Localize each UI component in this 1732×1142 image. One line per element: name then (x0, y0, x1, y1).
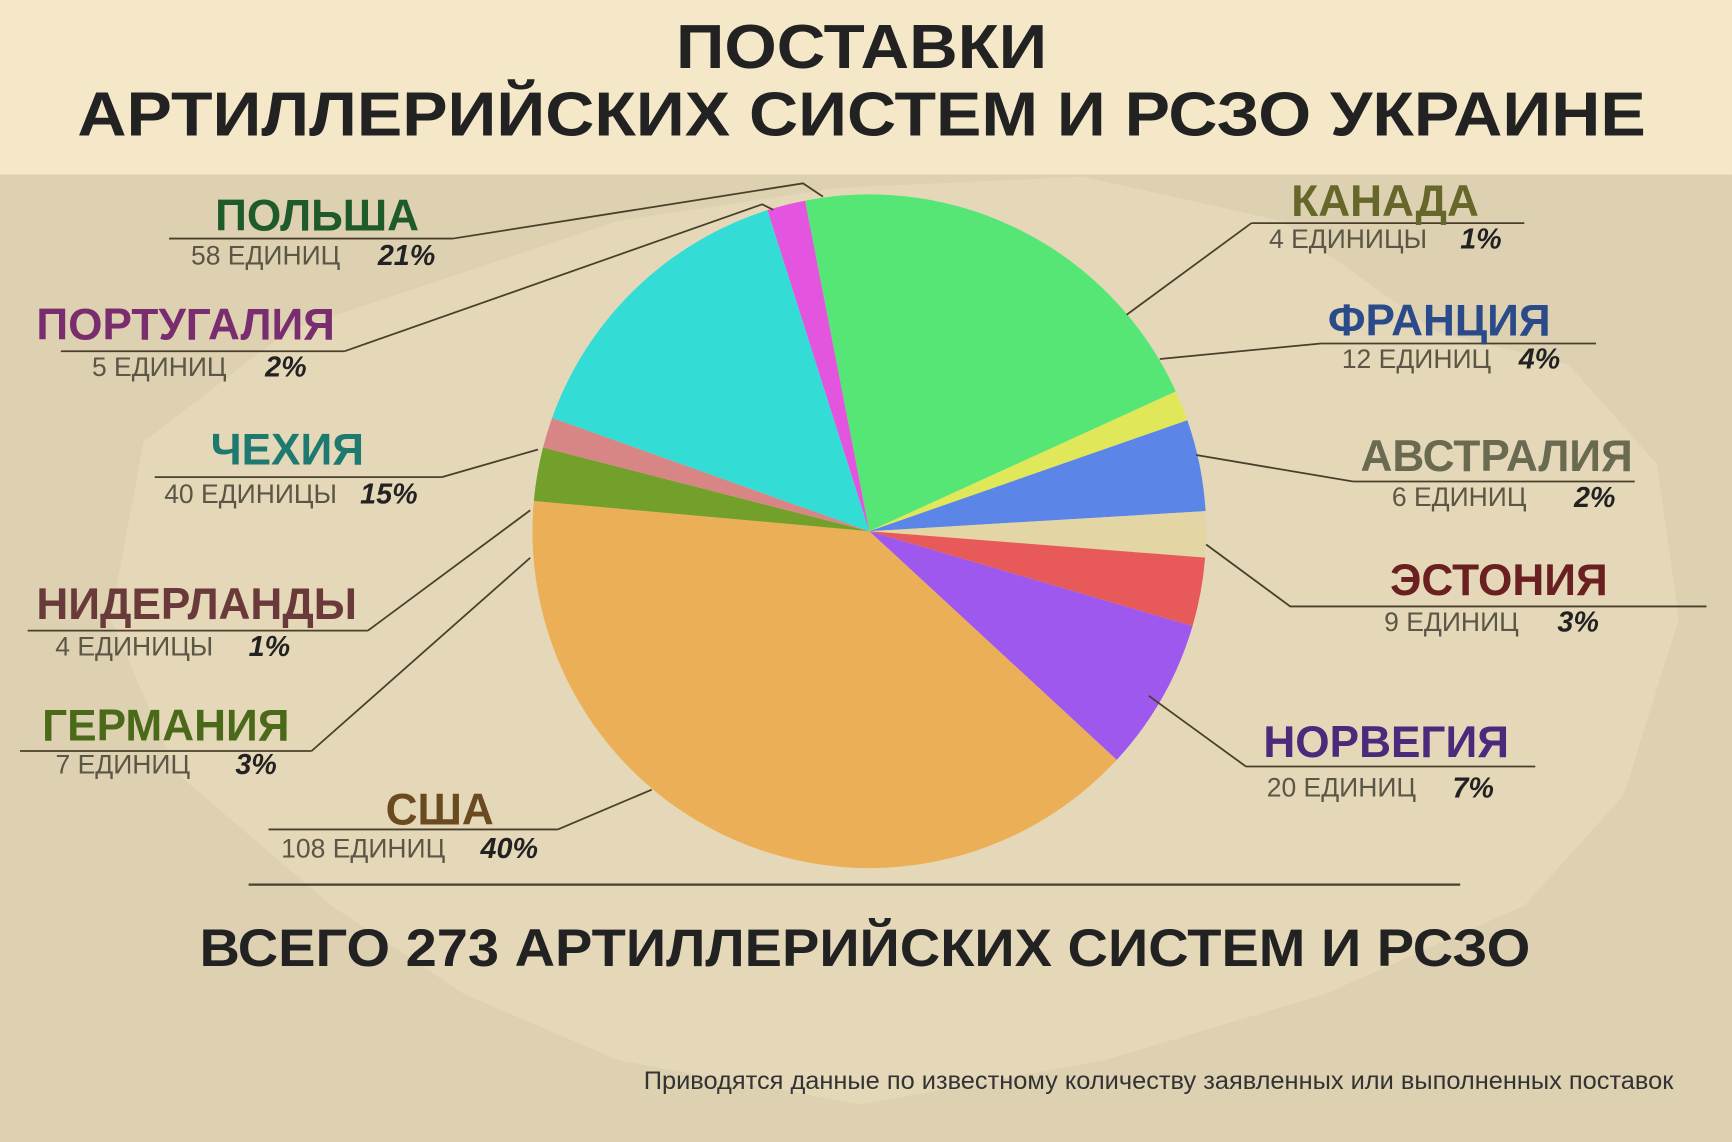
leader-line (557, 788, 653, 831)
percent-label: 40% (480, 833, 538, 865)
slice-label: ЧЕХИЯ (211, 425, 364, 474)
leader-line (1126, 222, 1252, 316)
slice-label: ПОРТУГАЛИЯ (36, 301, 335, 350)
pie-slice (767, 200, 870, 532)
leader-line (1159, 342, 1322, 360)
value-label: 6 ЕДИНИЦ (1392, 482, 1527, 512)
slice-label: НИДЕРЛАНДЫ (36, 580, 357, 629)
slice-label: ПОЛЬША (215, 191, 419, 240)
value-label: 12 ЕДИНИЦ (1342, 344, 1492, 374)
value-label: 20 ЕДИНИЦ (1267, 773, 1417, 803)
percent-label: 3% (235, 749, 276, 781)
pie-slice (869, 511, 1207, 558)
slice-label: НОРВЕГИЯ (1263, 718, 1509, 767)
value-label: 58 ЕДИНИЦ (191, 240, 341, 270)
leader-line (367, 509, 531, 632)
leader-line (310, 557, 531, 752)
pie-slice (869, 420, 1206, 532)
leader-line (452, 182, 824, 240)
percent-label: 15% (360, 478, 417, 510)
value-label: 108 ЕДИНИЦ (281, 833, 445, 863)
value-label: 5 ЕДИНИЦ (92, 352, 227, 382)
pie-slice (552, 210, 870, 532)
percent-label: 2% (1573, 482, 1616, 514)
value-label: 4 ЕДИНИЦЫ (1269, 224, 1427, 254)
leader-line (441, 448, 539, 478)
value-label: 9 ЕДИНИЦ (1384, 607, 1519, 637)
pie-slice (869, 391, 1188, 532)
title-banner (0, 0, 1732, 175)
slice-label: КАНАДА (1291, 177, 1479, 226)
slice-label: ГЕРМАНИЯ (42, 702, 289, 751)
percent-label: 1% (1460, 223, 1502, 255)
percent-label: 7% (1452, 772, 1494, 804)
percent-label: 3% (1557, 607, 1599, 639)
slice-label: ФРАНЦИЯ (1328, 296, 1551, 345)
chart-title: АРТИЛЛЕРИЙСКИХ СИСТЕМ И РСЗО УКРАИНЕ (77, 80, 1645, 150)
percent-label: 1% (249, 631, 291, 663)
total: ВСЕГО 273 АРТИЛЛЕРИЙСКИХ СИСТЕМ И РСЗО (199, 917, 1530, 978)
value-label: 4 ЕДИНИЦЫ (55, 631, 213, 661)
pie-slice (533, 447, 870, 532)
pie (532, 194, 1207, 869)
percent-label: 21% (377, 240, 435, 272)
percent-label: 2% (264, 351, 307, 383)
pie-slice (805, 194, 1176, 532)
pie-slice (869, 531, 1193, 760)
chart-title: ПОСТАВКИ (676, 13, 1047, 82)
slice-label: ЭСТОНИЯ (1390, 556, 1608, 605)
leader-line (1196, 454, 1354, 483)
pie-slice (869, 531, 1206, 627)
leader-line (1148, 695, 1247, 768)
value-label: 40 ЕДИНИЦЫ (164, 479, 337, 509)
pie-slice (543, 417, 870, 532)
pie-slice (532, 500, 1117, 869)
slice-label: АВСТРАЛИЯ (1360, 432, 1632, 481)
percent-label: 4% (1518, 344, 1561, 376)
slice-label: США (386, 786, 494, 835)
value-label: 7 ЕДИНИЦ (56, 749, 191, 779)
footnote: Приводятся данные по известному количест… (644, 1067, 1675, 1095)
leader-line (344, 203, 774, 353)
